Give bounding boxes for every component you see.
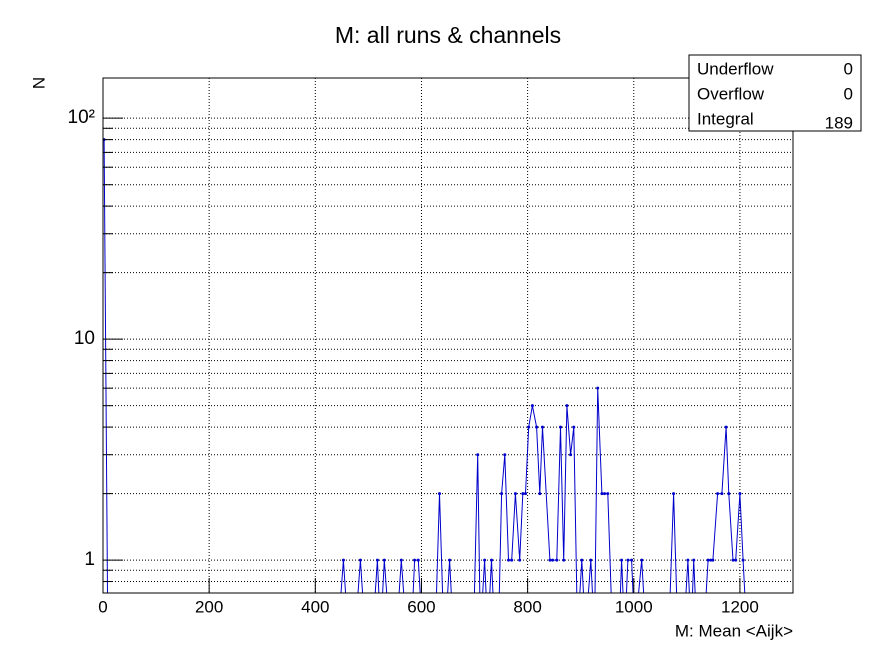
x-tick-label: 800 <box>513 597 541 616</box>
data-point <box>341 558 345 562</box>
x-tick-label: 0 <box>98 597 107 616</box>
y-axis-label: N <box>29 77 48 89</box>
stats-label: Underflow <box>697 59 774 78</box>
data-point <box>606 492 610 496</box>
data-point <box>686 558 690 562</box>
data-point <box>510 558 514 562</box>
data-point <box>720 492 724 496</box>
data-point <box>476 453 480 457</box>
data-point <box>692 558 696 562</box>
data-point <box>741 558 745 562</box>
data-point <box>562 558 566 562</box>
data-point <box>535 425 539 429</box>
x-axis-label: M: Mean <Aijk> <box>675 621 793 640</box>
data-point <box>596 386 600 390</box>
data-point <box>382 558 386 562</box>
data-point <box>738 492 742 496</box>
y-tick-label: 10² <box>68 107 95 128</box>
data-point <box>518 558 522 562</box>
data-point <box>527 425 531 429</box>
data-point <box>448 558 452 562</box>
data-point <box>711 558 715 562</box>
data-point <box>416 558 420 562</box>
data-point <box>727 492 731 496</box>
grid <box>102 78 793 593</box>
data-point <box>709 558 713 562</box>
data-point <box>521 492 525 496</box>
data-point <box>483 558 487 562</box>
data-point <box>413 558 417 562</box>
series-line <box>103 139 746 593</box>
data-point <box>500 492 504 496</box>
data-point <box>548 558 552 562</box>
data-point <box>399 558 403 562</box>
data-point <box>540 425 544 429</box>
data-point <box>490 558 494 562</box>
data-point <box>569 453 573 457</box>
data-point <box>503 453 507 457</box>
data-point <box>538 492 542 496</box>
chart-title: M: all runs & channels <box>335 22 561 48</box>
data-point <box>530 404 534 408</box>
data-point <box>589 558 593 562</box>
stats-value: 189 <box>825 113 853 132</box>
data-point <box>565 404 569 408</box>
x-tick-label: 400 <box>301 597 329 616</box>
data-point <box>620 558 624 562</box>
data-point <box>706 558 710 562</box>
stats-border <box>688 54 862 132</box>
data-point <box>375 558 379 562</box>
axes: 0 200 400 600 800 1000 1200 1 10 10² <box>68 107 759 616</box>
data-point <box>438 492 442 496</box>
data-point <box>630 558 634 562</box>
x-tick-label: 600 <box>407 597 435 616</box>
stats-label: Integral <box>697 109 754 128</box>
data-point <box>600 492 604 496</box>
data-point <box>640 558 644 562</box>
stats-box: Underflow 0 Overflow 0 Integral 189 <box>688 54 862 132</box>
frame <box>102 77 794 594</box>
data-point <box>580 558 584 562</box>
data-point <box>523 492 527 496</box>
data-point <box>513 492 517 496</box>
x-tick-label: 1200 <box>721 597 759 616</box>
data-point <box>734 558 738 562</box>
y-tick-label: 1 <box>84 549 95 570</box>
data-point <box>559 425 563 429</box>
data-point <box>626 558 630 562</box>
data-point <box>555 558 559 562</box>
y-tick-label: 10 <box>74 328 95 349</box>
stats-value: 0 <box>844 84 853 103</box>
data-point <box>551 558 555 562</box>
data-point <box>507 558 511 562</box>
x-tick-label: 1000 <box>615 597 653 616</box>
data-point <box>716 492 720 496</box>
plot-area <box>103 138 746 593</box>
data-point <box>603 492 607 496</box>
data-point <box>731 558 735 562</box>
data-point <box>358 558 362 562</box>
data-point <box>572 425 576 429</box>
x-tick-label: 200 <box>195 597 223 616</box>
data-point <box>672 492 676 496</box>
stats-label: Overflow <box>697 84 765 103</box>
data-point <box>724 425 728 429</box>
stats-value: 0 <box>844 59 853 78</box>
